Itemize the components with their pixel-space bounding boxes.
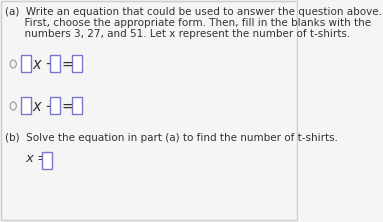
FancyBboxPatch shape	[21, 55, 31, 72]
FancyBboxPatch shape	[72, 55, 82, 72]
Text: x +: x +	[32, 57, 57, 71]
Text: First, choose the appropriate form. Then, fill in the blanks with the: First, choose the appropriate form. Then…	[5, 18, 371, 28]
Text: x −: x −	[32, 99, 57, 113]
Text: =: =	[62, 57, 74, 71]
Text: =: =	[62, 99, 74, 113]
FancyBboxPatch shape	[50, 55, 60, 72]
Circle shape	[10, 60, 16, 68]
FancyBboxPatch shape	[42, 152, 52, 169]
FancyBboxPatch shape	[21, 97, 31, 114]
Text: (b)  Solve the equation in part (a) to find the number of t-shirts.: (b) Solve the equation in part (a) to fi…	[5, 133, 338, 143]
Text: (a)  Write an equation that could be used to answer the question above.: (a) Write an equation that could be used…	[5, 7, 382, 17]
Circle shape	[10, 102, 16, 110]
Text: x =: x =	[25, 152, 48, 165]
Text: numbers 3, 27, and 51. Let x represent the number of t-shirts.: numbers 3, 27, and 51. Let x represent t…	[5, 29, 350, 39]
FancyBboxPatch shape	[72, 97, 82, 114]
FancyBboxPatch shape	[50, 97, 60, 114]
